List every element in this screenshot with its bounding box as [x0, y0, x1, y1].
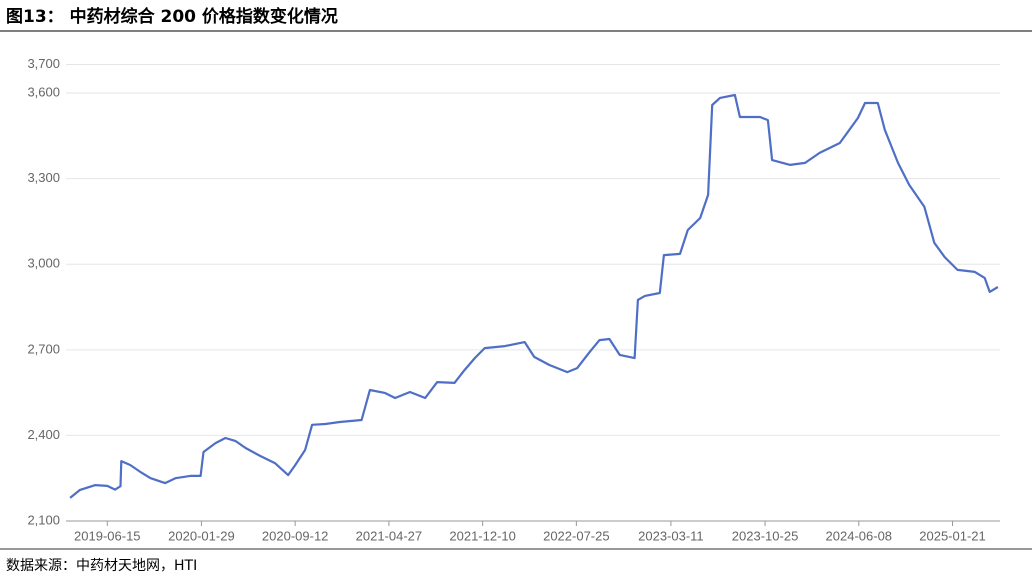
x-tick-label: 2023-10-25	[732, 528, 799, 543]
y-tick-label: 3,600	[27, 84, 60, 99]
x-tick-label: 2025-01-21	[919, 528, 986, 543]
x-tick-label: 2019-06-15	[74, 528, 141, 543]
chart-title: 图13： 中药材综合 200 价格指数变化情况	[6, 6, 338, 27]
y-tick-label: 2,400	[27, 427, 60, 442]
source-note: 数据来源：中药材天地网，HTI	[6, 558, 197, 574]
x-tick-label: 2020-01-29	[168, 528, 235, 543]
x-tick-label: 2021-04-27	[356, 528, 423, 543]
y-tick-label: 3,700	[27, 56, 60, 71]
x-tick-label: 2022-07-25	[543, 528, 610, 543]
y-tick-label: 3,000	[27, 256, 60, 271]
y-tick-label: 2,100	[27, 512, 60, 527]
x-tick-label: 2020-09-12	[262, 528, 329, 543]
x-tick-label: 2021-12-10	[449, 528, 516, 543]
x-tick-label: 2024-06-08	[826, 528, 893, 543]
y-tick-label: 2,700	[27, 341, 60, 356]
x-tick-label: 2023-03-11	[638, 528, 704, 543]
series-line	[69, 93, 999, 499]
y-tick-label: 3,300	[27, 170, 60, 185]
